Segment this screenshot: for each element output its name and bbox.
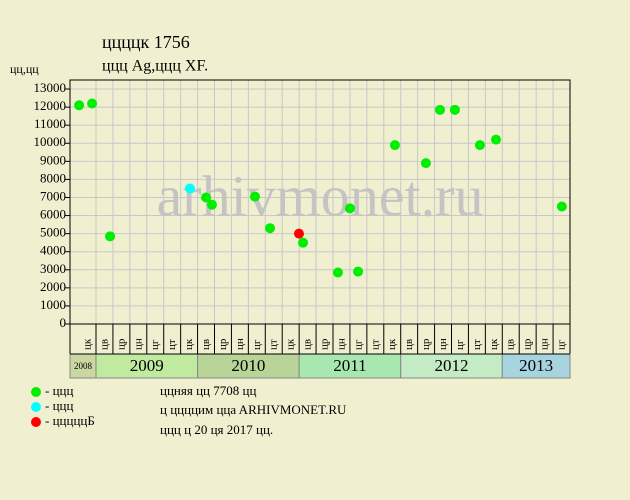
x-tick-label: цк bbox=[488, 338, 500, 350]
legend-label: - ццц bbox=[45, 383, 73, 398]
legend-label: - цццццБ bbox=[45, 413, 95, 428]
year-label: 2011 bbox=[333, 356, 366, 375]
x-tick-label: цт bbox=[369, 339, 381, 350]
point bbox=[298, 237, 309, 248]
x-tick-label: цв bbox=[403, 339, 415, 350]
legend: - ццц- ццц- цццццБ bbox=[31, 383, 95, 428]
x-tick-label: цк bbox=[386, 338, 398, 350]
y-tick-label: 12000 bbox=[34, 98, 67, 113]
x-tick-label: цг bbox=[556, 339, 568, 350]
year-label: 2013 bbox=[519, 356, 553, 375]
x-tick-label: цв bbox=[505, 339, 517, 350]
x-tick-label: цт bbox=[268, 339, 280, 350]
x-tick-label: цт bbox=[471, 339, 483, 350]
plot-frame bbox=[69, 79, 571, 325]
x-tick-label: цг bbox=[454, 339, 466, 350]
x-tick-label: цв bbox=[200, 339, 212, 350]
x-tick-label: цн bbox=[539, 338, 551, 350]
year-cell bbox=[95, 353, 199, 379]
x-tick-label: цр bbox=[420, 338, 432, 350]
chart-subtitle: ццц Ag,ццц XF. bbox=[102, 58, 208, 75]
y-tick-label: 0 bbox=[60, 315, 67, 330]
plot-area bbox=[70, 80, 570, 324]
legend-swatch bbox=[31, 417, 41, 427]
year-cell bbox=[69, 353, 97, 379]
x-tick-label: цг bbox=[352, 339, 364, 350]
note: ц ццццим ццa ARHIVMONET.RU bbox=[160, 402, 347, 417]
marks bbox=[74, 98, 567, 278]
year-cell bbox=[501, 353, 571, 379]
x-tick-label: цн bbox=[132, 338, 144, 350]
y-tick-label: 11000 bbox=[34, 116, 66, 131]
point bbox=[389, 140, 400, 151]
x-tick-label: цк bbox=[285, 338, 297, 350]
legend-swatch bbox=[31, 402, 41, 412]
year-label: 2009 bbox=[130, 356, 164, 375]
point bbox=[491, 134, 502, 145]
y-tick-label: 6000 bbox=[40, 207, 66, 222]
x-tick-label: цн bbox=[437, 338, 449, 350]
note: ццц ц 20 ця 2017 цц. bbox=[160, 422, 273, 437]
x-tick-label: цг bbox=[149, 339, 161, 350]
legend-swatch bbox=[31, 387, 41, 397]
point bbox=[74, 100, 85, 111]
y-tick-label: 1000 bbox=[40, 297, 66, 312]
x-tick-label: цн bbox=[234, 338, 246, 350]
plot: 0 1000 2000 3000 4000 5000 6000 7000 8000 9000 100… bbox=[34, 79, 571, 379]
y-tick-label: 5000 bbox=[40, 225, 66, 240]
y-tick-label: 7000 bbox=[40, 188, 66, 203]
chart-title: ццццк 1756 bbox=[102, 32, 190, 52]
x-tick-label: цк bbox=[183, 338, 195, 350]
point bbox=[434, 104, 445, 115]
x-tick-label: цр bbox=[319, 338, 331, 350]
point bbox=[353, 266, 364, 277]
x-tick-label: цр bbox=[217, 338, 229, 350]
x-tick-label: цв bbox=[98, 339, 110, 350]
year-cell bbox=[298, 353, 402, 379]
point bbox=[249, 191, 260, 202]
y-tick-label: 8000 bbox=[40, 170, 66, 185]
year-label: 2012 bbox=[435, 356, 469, 375]
year-label: 2008 bbox=[74, 361, 93, 371]
point bbox=[556, 201, 567, 212]
point bbox=[105, 231, 116, 242]
y-tick-label: 9000 bbox=[40, 152, 66, 167]
y-tick-label: 3000 bbox=[40, 261, 66, 276]
point bbox=[293, 228, 304, 239]
x-tick-label: цн bbox=[335, 338, 347, 350]
x-tick-label: цр bbox=[115, 338, 127, 350]
x-tick-label: цв bbox=[302, 339, 314, 350]
point bbox=[332, 267, 343, 278]
point bbox=[87, 98, 98, 109]
note: ццняя цц 7708 цц bbox=[160, 383, 256, 398]
point bbox=[420, 158, 431, 169]
point bbox=[344, 203, 355, 214]
y-axis-label: цц,цц bbox=[10, 62, 39, 76]
year-cell bbox=[400, 353, 503, 379]
year-label: 2010 bbox=[231, 356, 265, 375]
y-tick-label: 13000 bbox=[34, 80, 67, 95]
legend-label: - ццц bbox=[45, 398, 73, 413]
point bbox=[201, 192, 212, 203]
point bbox=[449, 104, 460, 115]
y-tick-label: 10000 bbox=[34, 134, 67, 149]
point bbox=[206, 199, 217, 210]
x-tick-label: цр bbox=[522, 338, 534, 350]
point bbox=[474, 140, 485, 151]
watermark: arhivmonet.ru bbox=[157, 163, 484, 228]
y-tick-label: 4000 bbox=[40, 243, 66, 258]
point bbox=[265, 223, 276, 234]
y-tick-label: 2000 bbox=[40, 279, 66, 294]
x-tick-label: цт bbox=[166, 339, 178, 350]
x-tick-label: цг bbox=[251, 339, 263, 350]
point bbox=[184, 183, 195, 194]
x-tick-label: цк bbox=[82, 338, 94, 350]
